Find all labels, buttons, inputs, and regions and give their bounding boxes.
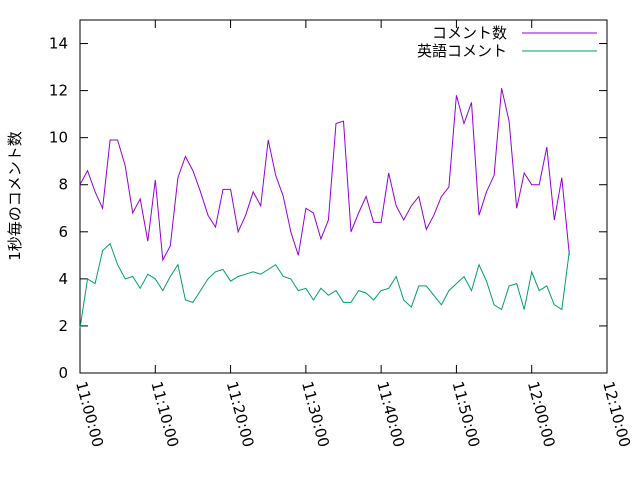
y-tick-label: 2 <box>58 317 68 335</box>
x-tick-label: 11:00:00 <box>72 379 107 449</box>
y-tick-label: 4 <box>58 270 68 288</box>
y-tick-label: 12 <box>49 82 68 100</box>
y-tick-label: 8 <box>58 176 68 194</box>
legend-label: コメント数 <box>432 24 507 42</box>
x-tick-label: 11:40:00 <box>373 379 408 449</box>
x-tick-label: 11:50:00 <box>449 379 484 449</box>
x-tick-label: 11:20:00 <box>223 379 258 449</box>
y-axis-label: 1秒毎のコメント数 <box>6 131 24 261</box>
plot-border <box>79 19 608 374</box>
x-tick-label: 12:00:00 <box>524 379 559 449</box>
x-tick-label: 11:10:00 <box>147 379 182 449</box>
data-line <box>79 242 570 329</box>
data-line <box>79 88 570 262</box>
x-tick-label: 12:10:00 <box>599 379 634 449</box>
y-tick-label: 6 <box>58 223 68 241</box>
y-tick-label: 14 <box>49 35 68 53</box>
y-tick-label: 0 <box>58 364 68 382</box>
x-tick-label: 11:30:00 <box>298 379 333 449</box>
legend-label: 英語コメント <box>417 42 507 60</box>
y-tick-label: 10 <box>49 129 68 147</box>
